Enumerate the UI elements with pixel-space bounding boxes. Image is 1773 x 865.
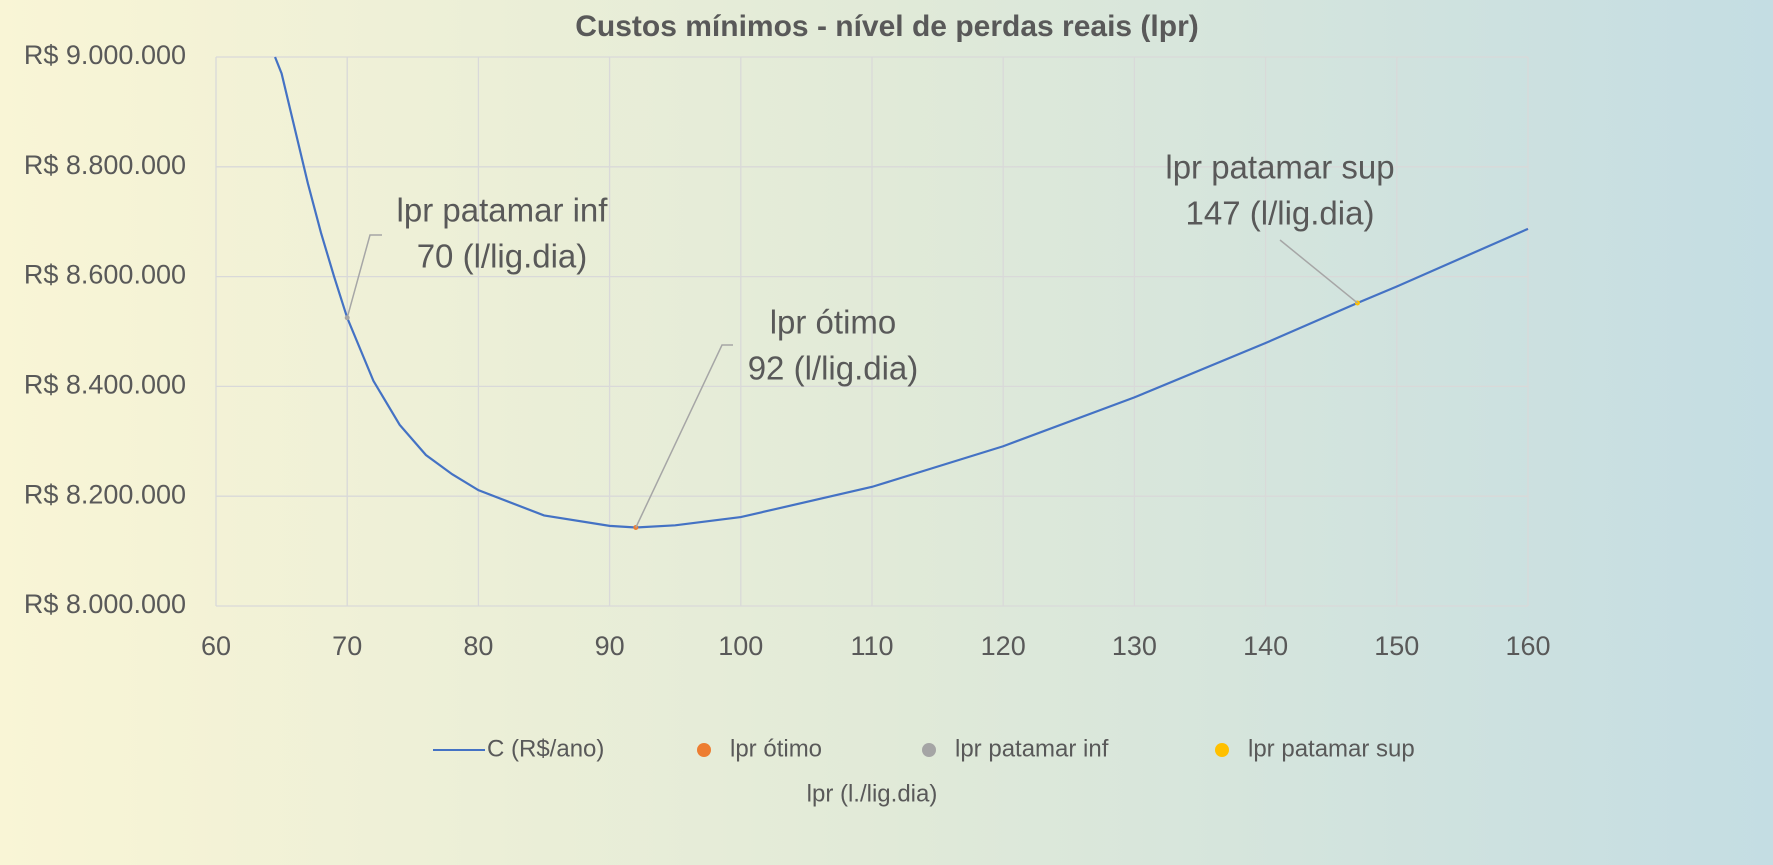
x-tick-label: 130 (1112, 631, 1157, 661)
y-tick-label: R$ 8.600.000 (24, 260, 186, 290)
legend-swatch (922, 743, 936, 757)
leader-line (346, 234, 382, 318)
y-tick-label: R$ 8.800.000 (24, 150, 186, 180)
leader-line (1279, 239, 1358, 304)
x-tick-label: 80 (463, 631, 493, 661)
annotation: 147 (l/lig.dia) (1186, 195, 1375, 232)
x-tick-label: 140 (1243, 631, 1288, 661)
leader-line (635, 344, 733, 528)
annotation: lpr patamar sup (1165, 149, 1394, 186)
x-tick-label: 160 (1505, 631, 1550, 661)
y-tick-label: R$ 8.200.000 (24, 479, 186, 509)
x-axis-label: lpr (l./lig.dia) (807, 780, 938, 807)
annotation: 92 (l/lig.dia) (748, 350, 919, 387)
x-tick-label: 120 (981, 631, 1026, 661)
x-tick-label: 90 (595, 631, 625, 661)
annotation: lpr ótimo (770, 304, 897, 341)
legend-swatch (1215, 743, 1229, 757)
y-tick-label: R$ 8.400.000 (24, 370, 186, 400)
x-tick-label: 70 (332, 631, 362, 661)
y-tick-label: R$ 8.000.000 (24, 589, 186, 619)
legend-label: lpr patamar inf (955, 735, 1109, 762)
chart-title: Custos mínimos - nível de perdas reais (… (575, 10, 1199, 43)
x-tick-label: 150 (1374, 631, 1419, 661)
annotation: lpr patamar inf (397, 192, 609, 229)
legend-label: lpr ótimo (730, 735, 822, 762)
legend-label: lpr patamar sup (1248, 735, 1415, 762)
x-tick-label: 60 (201, 631, 231, 661)
legend-swatch (697, 743, 711, 757)
annotation: 70 (l/lig.dia) (417, 238, 588, 275)
x-tick-label: 110 (850, 631, 893, 661)
legend-label: C (R$/ano) (487, 735, 604, 762)
x-tick-label: 100 (718, 631, 763, 661)
cost-line (274, 56, 1529, 529)
y-tick-label: R$ 9.000.000 (24, 40, 186, 70)
